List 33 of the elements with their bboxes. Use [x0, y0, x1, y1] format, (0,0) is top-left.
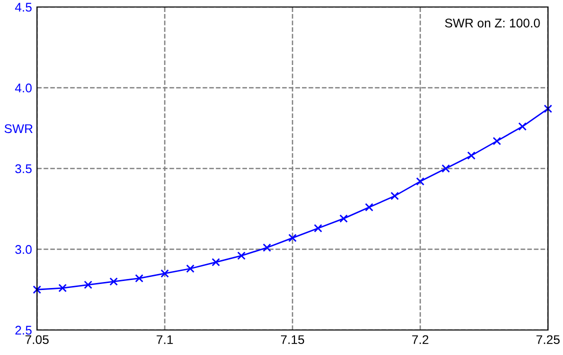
- point: [262, 243, 272, 252]
- point: [32, 285, 42, 294]
- annotation: SWR on Z: 100.0: [445, 18, 540, 28]
- point: [492, 136, 502, 146]
- y-axis-title: SWR: [4, 124, 33, 134]
- point: [135, 274, 144, 282]
- x-tick-label: 7.2: [412, 335, 428, 344]
- point: [288, 234, 297, 242]
- x-tick-label: 7.25: [536, 335, 560, 344]
- point: [186, 264, 194, 273]
- x-tick-label: 7.05: [25, 335, 49, 344]
- y-tick-label: 3.0: [15, 245, 32, 254]
- point: [160, 269, 169, 278]
- point: [518, 122, 527, 131]
- x-tick-label: 7.1: [156, 335, 173, 344]
- x-tick-label: 7.15: [280, 335, 304, 344]
- point: [467, 151, 476, 160]
- point: [109, 277, 118, 286]
- point: [339, 214, 348, 223]
- point: [544, 104, 552, 113]
- point: [237, 252, 246, 260]
- y-tick-label: 4.0: [15, 84, 32, 92]
- point: [84, 280, 92, 289]
- point: [442, 164, 450, 173]
- y-tick-label: 2.5: [15, 326, 32, 335]
- point: [390, 192, 399, 200]
- y-tick-label: 3.5: [15, 164, 32, 174]
- point: [416, 177, 424, 186]
- y-tick-label: 4.5: [15, 2, 32, 12]
- point: [364, 203, 374, 212]
- point: [212, 258, 220, 266]
- point: [58, 284, 67, 292]
- point: [314, 224, 322, 232]
